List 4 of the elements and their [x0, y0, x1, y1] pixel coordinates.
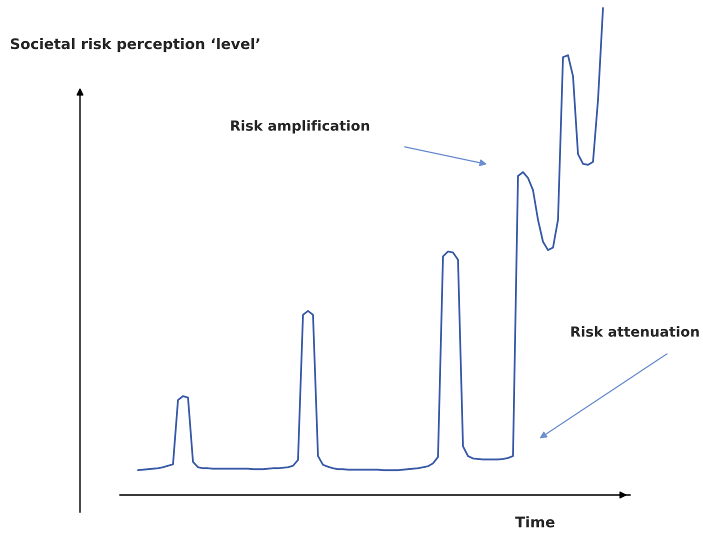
annotation: Risk amplification [231, 120, 370, 134]
annotation: Risk attenuation [571, 326, 699, 337]
y-axis-title: Societal risk perception ‘level’ [10, 38, 260, 52]
x-axis-title: Time [515, 516, 554, 528]
